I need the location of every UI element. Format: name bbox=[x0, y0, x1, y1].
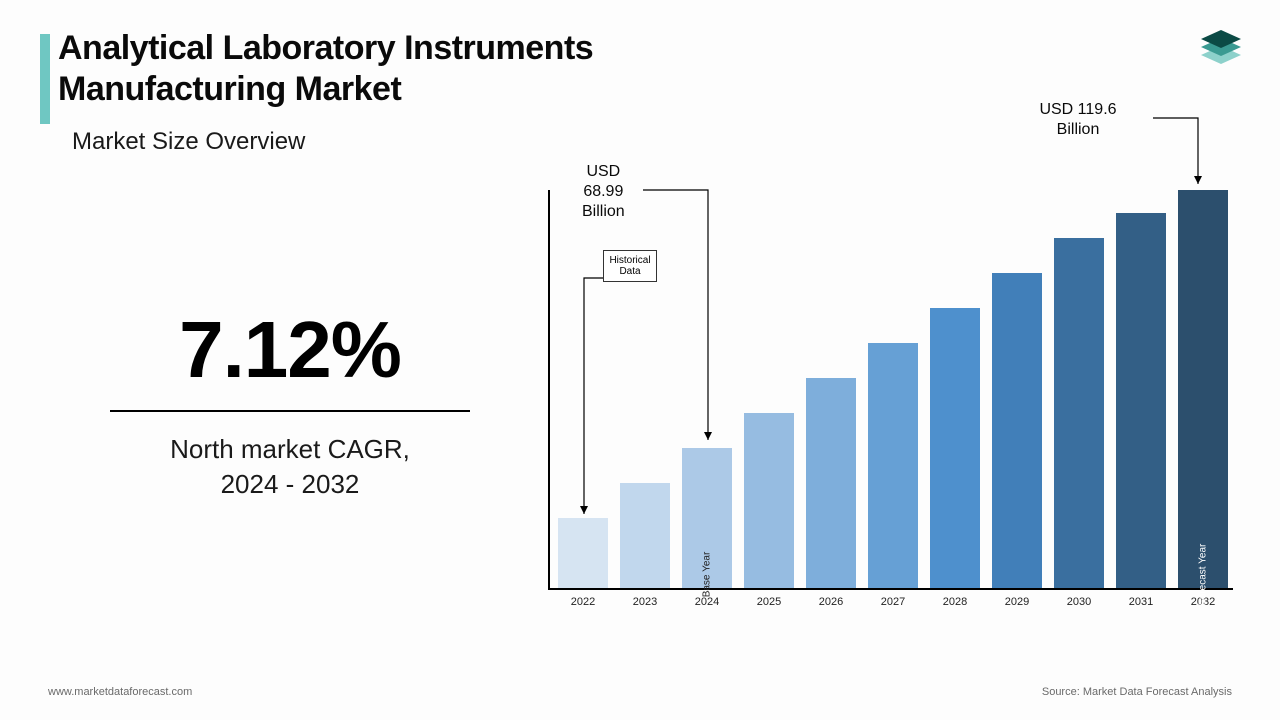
chart-bar-label: 2024 bbox=[695, 596, 719, 608]
historical-data-box: Historical Data bbox=[603, 250, 657, 282]
footer-source: Source: Market Data Forecast Analysis bbox=[1042, 686, 1232, 698]
chart-bar: 2027 bbox=[868, 343, 918, 588]
callout-forecast-year-value: USD 119.6 Billion bbox=[998, 100, 1158, 140]
chart-bar-label: 2027 bbox=[881, 596, 905, 608]
chart-bar: 2022 bbox=[558, 518, 608, 588]
cagr-divider bbox=[110, 410, 470, 412]
chart-bar: 2024Base Year bbox=[682, 448, 732, 588]
chart-bar-label: 2030 bbox=[1067, 596, 1091, 608]
chart-bar-label: 2029 bbox=[1005, 596, 1029, 608]
chart-bar: 2031 bbox=[1116, 213, 1166, 588]
callout-arrow-start bbox=[643, 180, 723, 450]
title-accent-bar bbox=[40, 34, 50, 124]
title-line-2: Manufacturing Market bbox=[58, 70, 401, 108]
callout-base-year-value: USD 68.99 Billion bbox=[582, 162, 625, 222]
chart-bar: 2030 bbox=[1054, 238, 1104, 588]
market-bar-chart: 202220232024Base Year2025202620272028202… bbox=[548, 190, 1238, 610]
footer-website: www.marketdataforecast.com bbox=[48, 686, 192, 698]
chart-bar-label: 2023 bbox=[633, 596, 657, 608]
page-subtitle: Market Size Overview bbox=[72, 128, 305, 156]
chart-x-axis bbox=[548, 588, 1233, 590]
title-line-1: Analytical Laboratory Instruments bbox=[58, 29, 593, 67]
cagr-summary: 7.12% North market CAGR, 2024 - 2032 bbox=[110, 310, 470, 502]
chart-bar-label: 2025 bbox=[757, 596, 781, 608]
chart-bar-label: 2022 bbox=[571, 596, 595, 608]
chart-bar: 2025 bbox=[744, 413, 794, 588]
chart-bar-label: 2028 bbox=[943, 596, 967, 608]
callout-arrow-end bbox=[1153, 108, 1208, 193]
chart-y-axis bbox=[548, 190, 550, 590]
chart-bar-label: 2031 bbox=[1129, 596, 1153, 608]
page-title: Analytical Laboratory Instruments Manufa… bbox=[58, 28, 593, 110]
chart-bar-inner-label: Base Year bbox=[702, 552, 713, 598]
brand-logo-icon bbox=[1196, 24, 1246, 70]
cagr-value: 7.12% bbox=[110, 310, 470, 390]
header: Analytical Laboratory Instruments Manufa… bbox=[40, 28, 593, 124]
chart-bar: 2029 bbox=[992, 273, 1042, 588]
chart-bar: 2028 bbox=[930, 308, 980, 588]
chart-bar: 2026 bbox=[806, 378, 856, 588]
historical-arrow bbox=[574, 278, 604, 523]
cagr-label: North market CAGR, 2024 - 2032 bbox=[110, 432, 470, 502]
chart-bar: 2023 bbox=[620, 483, 670, 588]
chart-bar: 2032Forecast Year bbox=[1178, 190, 1228, 588]
chart-bar-label: 2026 bbox=[819, 596, 843, 608]
chart-bar-inner-label: Forecast Year bbox=[1198, 544, 1209, 606]
